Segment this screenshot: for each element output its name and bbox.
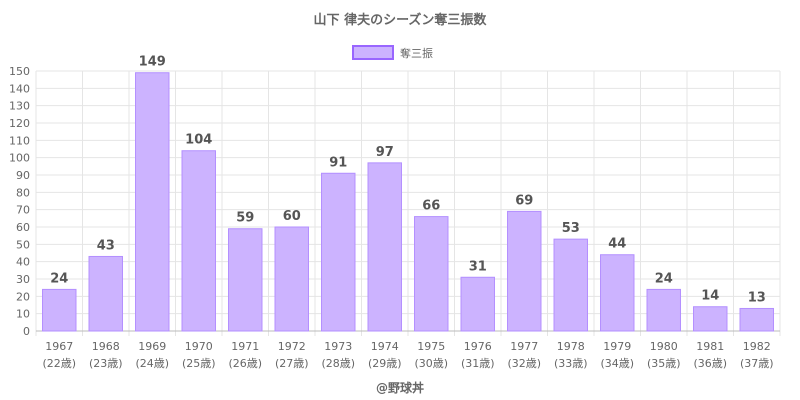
data-label: 66 [422,199,440,214]
y-tick-label: 60 [16,221,30,234]
bar-1975[interactable] [414,216,449,332]
y-axis: 0 10 20 30 40 50 60 70 80 90 100 110 120 130 140 150 [9,65,30,338]
bar-1974[interactable] [367,162,402,332]
data-label: 43 [97,238,115,253]
x-tick-sublabel: (37歳) [740,357,774,370]
bar-1970[interactable] [181,150,216,332]
x-axis: 1967 (22歳) 1968 (23歳) 1969 (24歳) 1970 (25歳) 1971… [42,340,773,370]
bar-1968[interactable] [88,255,123,332]
data-label: 14 [701,289,719,304]
bars [42,72,774,332]
y-tick-label: 10 [16,308,30,321]
data-label: 53 [562,221,580,236]
x-tick-label: 1980 [650,340,678,353]
y-tick-label: 120 [9,117,30,130]
x-tick-label: 1968 [92,340,120,353]
bar-1973[interactable] [321,172,356,332]
legend-swatch [352,45,394,60]
bar-1978[interactable] [553,238,588,332]
x-tick-sublabel: (24歳) [135,357,169,370]
x-tick-label: 1975 [417,340,445,353]
y-tick-label: 140 [9,82,30,95]
x-tick-label: 1969 [138,340,166,353]
data-label: 60 [283,209,301,224]
bar-1981[interactable] [693,306,728,332]
x-tick-sublabel: (29歳) [368,357,402,370]
bar-1977[interactable] [507,210,542,332]
x-tick-sublabel: (25歳) [182,357,216,370]
y-tick-label: 90 [16,169,30,182]
x-tick-sublabel: (22歳) [42,357,76,370]
data-label: 91 [329,155,347,170]
bar-1976[interactable] [460,276,495,332]
y-tick-label: 30 [16,273,30,286]
x-tick-label: 1967 [45,340,73,353]
y-tick-label: 0 [23,325,30,338]
x-tick-sublabel: (31歳) [461,357,495,370]
y-tick-label: 80 [16,186,30,199]
bar-1979[interactable] [600,254,635,332]
legend-label: 奪三振 [400,46,433,60]
x-tick-sublabel: (34歳) [600,357,634,370]
y-tick-label: 20 [16,290,30,303]
y-tick-label: 100 [9,152,30,165]
y-tick-label: 70 [16,204,30,217]
y-tick-label: 150 [9,65,30,78]
x-tick-sublabel: (26歳) [228,357,262,370]
data-label: 24 [655,271,673,286]
x-tick-sublabel: (35歳) [647,357,681,370]
data-label: 104 [185,133,212,148]
bar-1967[interactable] [42,288,77,332]
y-tick-label: 50 [16,238,30,251]
x-tick-label: 1979 [603,340,631,353]
y-tick-label: 110 [9,134,30,147]
bar-1980[interactable] [646,288,681,332]
x-tick-sublabel: (23歳) [89,357,123,370]
data-label: 13 [748,290,766,305]
y-tick-label: 40 [16,256,30,269]
x-tick-sublabel: (28歳) [321,357,355,370]
x-tick-sublabel: (32歳) [507,357,541,370]
credit-text: @野球丼 [376,380,424,395]
x-tick-sublabel: (36歳) [693,357,727,370]
x-tick-label: 1973 [324,340,352,353]
x-tick-sublabel: (33歳) [554,357,588,370]
x-tick-label: 1970 [185,340,213,353]
bar-1982[interactable] [739,307,774,332]
legend[interactable]: 奪三振 [352,45,433,60]
data-label: 44 [608,237,626,252]
y-tick-label: 130 [9,100,30,113]
bar-1971[interactable] [228,228,263,332]
x-tick-label: 1982 [743,340,771,353]
data-label: 24 [50,271,68,286]
data-label: 69 [515,193,533,208]
x-tick-label: 1971 [231,340,259,353]
data-labels: 24 43 149 104 59 60 91 97 66 31 69 53 44 24 14 13 [50,55,766,306]
x-tick-label: 1976 [464,340,492,353]
x-tick-sublabel: (27歳) [275,357,309,370]
data-label: 97 [376,145,394,160]
x-tick-label: 1977 [510,340,538,353]
data-label: 149 [139,55,166,70]
x-tick-label: 1972 [278,340,306,353]
data-label: 59 [236,211,254,226]
x-tick-label: 1974 [371,340,399,353]
x-tick-label: 1981 [696,340,724,353]
bar-1972[interactable] [274,226,309,332]
chart-title: 山下 律夫のシーズン奪三振数 [314,12,488,28]
x-tick-sublabel: (30歳) [414,357,448,370]
x-tick-label: 1978 [557,340,585,353]
data-label: 31 [469,259,487,274]
bar-1969[interactable] [135,72,170,332]
